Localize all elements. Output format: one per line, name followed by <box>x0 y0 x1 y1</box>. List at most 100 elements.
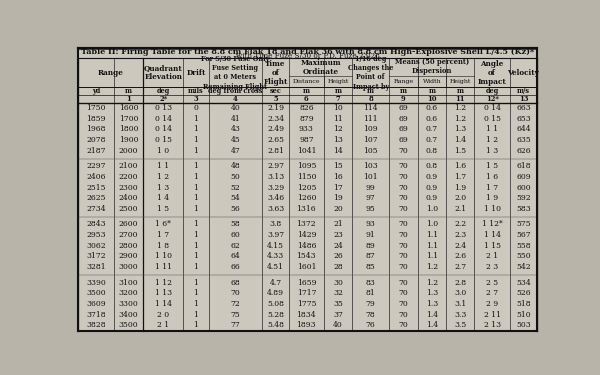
Text: 13: 13 <box>519 95 528 103</box>
Text: 1859: 1859 <box>86 115 106 123</box>
Text: 0.6: 0.6 <box>426 104 438 112</box>
Text: 2734: 2734 <box>86 205 106 213</box>
Text: 2 3: 2 3 <box>486 263 498 271</box>
Text: 0 15: 0 15 <box>484 115 500 123</box>
Text: 3062: 3062 <box>86 242 106 250</box>
Text: 70: 70 <box>230 289 240 297</box>
Text: 1 10: 1 10 <box>484 205 500 213</box>
Text: 70: 70 <box>398 263 408 271</box>
Text: 1: 1 <box>194 194 199 202</box>
Text: 3.1: 3.1 <box>454 300 466 308</box>
Text: For S/30 Fuse Only
Fuse Setting
at 0 Meters
Remaining Flight: For S/30 Fuse Only Fuse Setting at 0 Met… <box>201 55 269 90</box>
Text: 1717: 1717 <box>296 289 316 297</box>
Text: m: m <box>400 87 407 95</box>
Text: m: m <box>303 87 310 95</box>
Text: 3200: 3200 <box>119 289 139 297</box>
Text: Time
of
Flight: Time of Flight <box>263 60 288 86</box>
Text: 1600: 1600 <box>119 104 138 112</box>
Text: 663: 663 <box>516 104 531 112</box>
Text: 4.15: 4.15 <box>267 242 284 250</box>
Text: 2.49: 2.49 <box>267 126 284 134</box>
Text: sec: sec <box>269 87 281 95</box>
Text: 69: 69 <box>398 126 408 134</box>
Text: 70: 70 <box>398 147 408 155</box>
Text: Range: Range <box>98 69 124 77</box>
Text: 3172: 3172 <box>86 252 106 261</box>
Text: 2500: 2500 <box>119 205 138 213</box>
Text: 70: 70 <box>398 173 408 181</box>
Text: 1: 1 <box>194 300 199 308</box>
Text: 0 14: 0 14 <box>484 104 500 112</box>
Text: 4: 4 <box>233 95 238 103</box>
Text: 1205: 1205 <box>296 184 316 192</box>
Text: 89: 89 <box>366 242 376 250</box>
Text: 70: 70 <box>398 310 408 319</box>
Text: m: m <box>428 87 435 95</box>
Text: 575: 575 <box>516 220 531 228</box>
Text: 111: 111 <box>364 115 378 123</box>
Text: 1 11: 1 11 <box>155 263 172 271</box>
Text: 1/16 deg
Changes the
Point of
Impact by: 1/16 deg Changes the Point of Impact by <box>348 55 394 90</box>
Text: 66: 66 <box>230 263 240 271</box>
Text: 5.08: 5.08 <box>267 300 284 308</box>
Text: 0.7: 0.7 <box>426 126 438 134</box>
Text: 2 7: 2 7 <box>486 289 498 297</box>
Text: 70: 70 <box>398 279 408 286</box>
Text: 69: 69 <box>398 104 408 112</box>
Text: 3.97: 3.97 <box>267 231 284 239</box>
Text: 0.6: 0.6 <box>426 115 438 123</box>
Text: 97: 97 <box>366 194 376 202</box>
Text: 2625: 2625 <box>86 194 106 202</box>
Text: 1.1: 1.1 <box>426 252 438 261</box>
Text: 1316: 1316 <box>296 205 316 213</box>
Text: 1.3: 1.3 <box>425 300 438 308</box>
Text: Table II: Firing Table for the 8.8 cm Flak 18 and Flak 36 with 8.8 cm High-Explo: Table II: Firing Table for the 8.8 cm Fl… <box>81 48 534 56</box>
Text: 503: 503 <box>516 321 531 329</box>
Text: 0.8: 0.8 <box>426 147 438 155</box>
Text: 2297: 2297 <box>86 162 106 170</box>
Text: 11: 11 <box>333 115 343 123</box>
Text: 1 3: 1 3 <box>486 147 498 155</box>
Text: 1.2: 1.2 <box>454 115 466 123</box>
Text: 109: 109 <box>364 126 378 134</box>
Text: 87: 87 <box>366 252 376 261</box>
Text: 3.46: 3.46 <box>267 194 284 202</box>
Text: 20: 20 <box>333 205 343 213</box>
Text: 1 3: 1 3 <box>157 184 169 192</box>
Text: 1 14: 1 14 <box>484 231 500 239</box>
Text: 95: 95 <box>366 205 376 213</box>
Text: m: m <box>367 87 374 95</box>
Text: 3390: 3390 <box>86 279 106 286</box>
Text: 101: 101 <box>364 173 378 181</box>
Text: 48: 48 <box>230 162 240 170</box>
Text: 987: 987 <box>299 136 314 144</box>
Text: 3.63: 3.63 <box>267 205 284 213</box>
Text: 1659: 1659 <box>296 279 316 286</box>
Text: 60: 60 <box>230 231 240 239</box>
Text: 15: 15 <box>333 162 343 170</box>
Text: 85: 85 <box>366 263 376 271</box>
Text: 70: 70 <box>398 252 408 261</box>
Text: Height: Height <box>328 79 349 84</box>
Text: 35: 35 <box>333 300 343 308</box>
Text: 43: 43 <box>230 126 241 134</box>
Text: 99: 99 <box>366 184 376 192</box>
Text: 1 10: 1 10 <box>155 252 172 261</box>
Text: yd: yd <box>92 87 100 95</box>
Text: 2843: 2843 <box>86 220 106 228</box>
Text: 600: 600 <box>516 184 531 192</box>
Text: 23: 23 <box>333 231 343 239</box>
Text: 3.8: 3.8 <box>269 220 281 228</box>
Text: 1775: 1775 <box>296 300 316 308</box>
Text: 1 12*: 1 12* <box>482 220 503 228</box>
Text: 1 1: 1 1 <box>157 162 169 170</box>
Text: 0.7: 0.7 <box>426 136 438 144</box>
Text: 3718: 3718 <box>86 310 106 319</box>
Text: with Time Fuze S/30 or P.D. Fuze 23/28: with Time Fuze S/30 or P.D. Fuze 23/28 <box>236 52 379 60</box>
Text: 1429: 1429 <box>296 231 316 239</box>
Text: 70: 70 <box>398 220 408 228</box>
Text: 19: 19 <box>333 194 343 202</box>
Text: 3300: 3300 <box>119 300 139 308</box>
Text: 1.2: 1.2 <box>426 263 438 271</box>
Text: 1.9: 1.9 <box>454 184 466 192</box>
